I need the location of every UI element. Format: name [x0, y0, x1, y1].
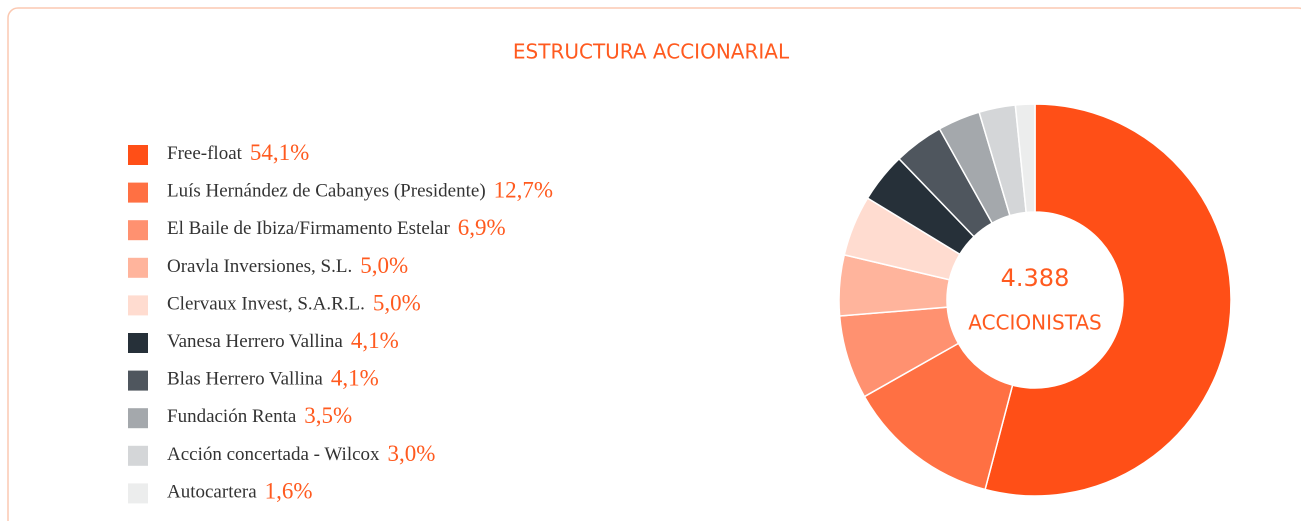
legend-swatch [128, 295, 148, 316]
slice [863, 342, 1014, 491]
center-number: 4.388 [1001, 264, 1070, 292]
legend-entry: Autocartera 1,6% [167, 479, 313, 504]
legend-label: Luís Hernández de Cabanyes (Presidente) [167, 181, 486, 202]
legend-value: 4,1% [351, 328, 399, 353]
legend-label: El Baile de Ibiza/Firmamento Estelar [167, 219, 450, 240]
slice [984, 103, 1232, 497]
legend-entry: Vanesa Herrero Vallina 4,1% [167, 328, 399, 353]
legend-value: 4,1% [331, 366, 379, 391]
legend-label: Blas Herrero Vallina [167, 369, 323, 390]
legend-entry: Luís Hernández de Cabanyes (Presidente) 1… [167, 178, 553, 203]
legend-value: 12,7% [494, 178, 553, 203]
legend-swatch [128, 257, 148, 278]
legend-label: Oravla Inversiones, S.L. [167, 256, 352, 277]
legend-entry: Free-float 54,1% [167, 140, 309, 165]
legend-entry: Clervaux Invest, S.A.R.L. 5,0% [167, 291, 421, 316]
legend-swatch [128, 408, 148, 429]
legend-value: 5,0% [373, 291, 421, 316]
legend-value: 3,0% [388, 441, 436, 466]
legend-value: 1,6% [265, 479, 313, 504]
legend-label: Free-float [167, 143, 243, 164]
legend-label: Autocartera [167, 482, 257, 503]
legend-swatch [128, 445, 148, 466]
legend-swatch [128, 182, 148, 203]
legend-swatch [128, 370, 148, 391]
legend-swatch [128, 145, 148, 165]
slice [1014, 103, 1036, 214]
legend-swatch [128, 483, 148, 504]
frame [7, 7, 1301, 521]
legend-value: 3,5% [304, 403, 352, 428]
legend-value: 5,0% [360, 253, 408, 278]
legend-entry: Acción concertada - Wilcox 3,0% [167, 441, 435, 466]
legend-entry: El Baile de Ibiza/Firmamento Estelar 6,9% [167, 215, 506, 240]
legend-entry: Fundación Renta 3,5% [167, 403, 352, 428]
legend-value: 54,1% [250, 140, 309, 165]
legend-value: 6,9% [458, 215, 506, 240]
legend-label: Clervaux Invest, S.A.R.L. [167, 294, 365, 315]
legend-swatch [128, 333, 148, 353]
legend-label: Acción concertada - Wilcox [167, 444, 380, 465]
chart-title: ESTRUCTURA ACCIONARIAL [513, 40, 790, 64]
legend-label: Fundación Renta [167, 407, 297, 428]
legend-label: Vanesa Herrero Vallina [167, 331, 343, 352]
legend-entry: Blas Herrero Vallina 4,1% [167, 366, 379, 391]
legend-swatch [128, 220, 148, 241]
center-label: ACCIONISTAS [968, 311, 1102, 335]
legend-entry: Oravla Inversiones, S.L. 5,0% [167, 253, 408, 278]
